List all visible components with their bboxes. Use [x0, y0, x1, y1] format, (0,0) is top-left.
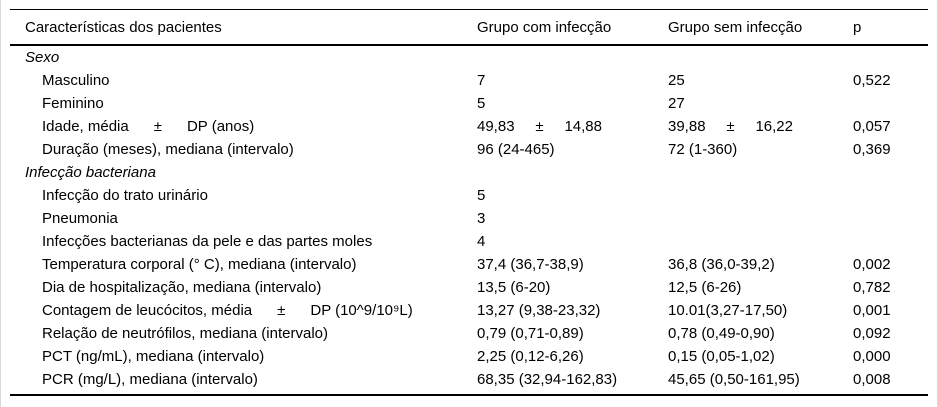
value-group-infected: 5	[477, 187, 486, 204]
value-group-uninfected: 45,65 (0,50-161,95)	[668, 371, 800, 388]
value-group-uninfected: 36,8 (36,0-39,2)	[668, 256, 775, 273]
table-row: Infecção do trato urinário 5	[10, 184, 928, 207]
row-label: Sexo	[25, 49, 60, 66]
row-label: Feminino	[42, 95, 104, 112]
row-label: PCT (ng/mL), mediana (intervalo)	[42, 348, 265, 365]
table-row: Feminino 5 27	[10, 92, 928, 115]
value-group-infected: 3	[477, 210, 486, 227]
column-header-characteristics: Características dos pacientes	[25, 18, 222, 36]
table-body: Sexo Masculino 7 25 0,522 Feminino 5 27 …	[10, 46, 928, 396]
value-group-infected: 0,79 (0,71-0,89)	[477, 325, 584, 342]
table-row: Sexo	[10, 46, 928, 69]
p-value: 0,008	[853, 371, 891, 388]
row-label: Infecção bacteriana	[25, 164, 156, 181]
p-value: 0,782	[853, 279, 891, 296]
p-value: 0,057	[853, 118, 891, 135]
row-label: Pneumonia	[42, 210, 118, 227]
patient-characteristics-table: Características dos pacientes Grupo com …	[10, 9, 928, 396]
p-value: 0,002	[853, 256, 891, 273]
value-group-infected: 2,25 (0,12-6,26)	[477, 348, 584, 365]
value-group-uninfected: 0,78 (0,49-0,90)	[668, 325, 775, 342]
table-row: Pneumonia 3	[10, 207, 928, 230]
row-label: Idade, média ± DP (anos)	[42, 118, 255, 135]
value-group-uninfected: 25	[668, 72, 685, 89]
row-label: Dia de hospitalização, mediana (interval…	[42, 279, 322, 296]
p-value: 0,522	[853, 72, 891, 89]
table-row: Dia de hospitalização, mediana (interval…	[10, 276, 928, 299]
table-row: Masculino 7 25 0,522	[10, 69, 928, 92]
table-row: Infecção bacteriana	[10, 161, 928, 184]
row-label: Duração (meses), mediana (intervalo)	[42, 141, 294, 158]
table-row: Infecções bacterianas da pele e das part…	[10, 230, 928, 253]
table-row: Idade, média ± DP (anos) 49,83 ± 14,88 3…	[10, 115, 928, 138]
column-header-group-infected: Grupo com infecção	[477, 18, 612, 36]
value-group-infected: 68,35 (32,94-162,83)	[477, 371, 618, 388]
table-row: Relação de neutrófilos, mediana (interva…	[10, 322, 928, 345]
p-value: 0,000	[853, 348, 891, 365]
row-label: PCR (mg/L), mediana (intervalo)	[42, 371, 258, 388]
value-group-uninfected: 10.01(3,27-17,50)	[668, 302, 788, 319]
value-group-uninfected: 27	[668, 95, 685, 112]
row-label: Contagem de leucócitos, média ± DP (10^9…	[42, 302, 413, 319]
column-header-p: p	[853, 18, 862, 36]
p-value: 0,001	[853, 302, 891, 319]
p-value: 0,369	[853, 141, 891, 158]
row-label: Relação de neutrófilos, mediana (interva…	[42, 325, 328, 342]
row-label: Infecções bacterianas da pele e das part…	[42, 233, 373, 250]
table-row: Contagem de leucócitos, média ± DP (10^9…	[10, 299, 928, 322]
column-header-group-uninfected: Grupo sem infecção	[668, 18, 803, 36]
table-row: Duração (meses), mediana (intervalo) 96 …	[10, 138, 928, 161]
value-group-infected: 13,5 (6-20)	[477, 279, 551, 296]
row-label: Masculino	[42, 72, 110, 89]
value-group-uninfected: 0,15 (0,05-1,02)	[668, 348, 775, 365]
value-group-infected: 4	[477, 233, 486, 250]
value-group-infected: 49,83 ± 14,88	[477, 118, 602, 135]
table-row: PCT (ng/mL), mediana (intervalo) 2,25 (0…	[10, 345, 928, 368]
value-group-infected: 13,27 (9,38-23,32)	[477, 302, 601, 319]
value-group-uninfected: 12,5 (6-26)	[668, 279, 742, 296]
value-group-infected: 96 (24-465)	[477, 141, 555, 158]
value-group-infected: 5	[477, 95, 486, 112]
row-label: Temperatura corporal (° C), mediana (int…	[42, 256, 357, 273]
value-group-infected: 7	[477, 72, 486, 89]
table-row: PCR (mg/L), mediana (intervalo) 68,35 (3…	[10, 368, 928, 391]
value-group-infected: 37,4 (36,7-38,9)	[477, 256, 584, 273]
table-row: Temperatura corporal (° C), mediana (int…	[10, 253, 928, 276]
table-header-row: Características dos pacientes Grupo com …	[10, 9, 928, 46]
p-value: 0,092	[853, 325, 891, 342]
value-group-uninfected: 72 (1-360)	[668, 141, 738, 158]
row-label: Infecção do trato urinário	[42, 187, 208, 204]
value-group-uninfected: 39,88 ± 16,22	[668, 118, 793, 135]
